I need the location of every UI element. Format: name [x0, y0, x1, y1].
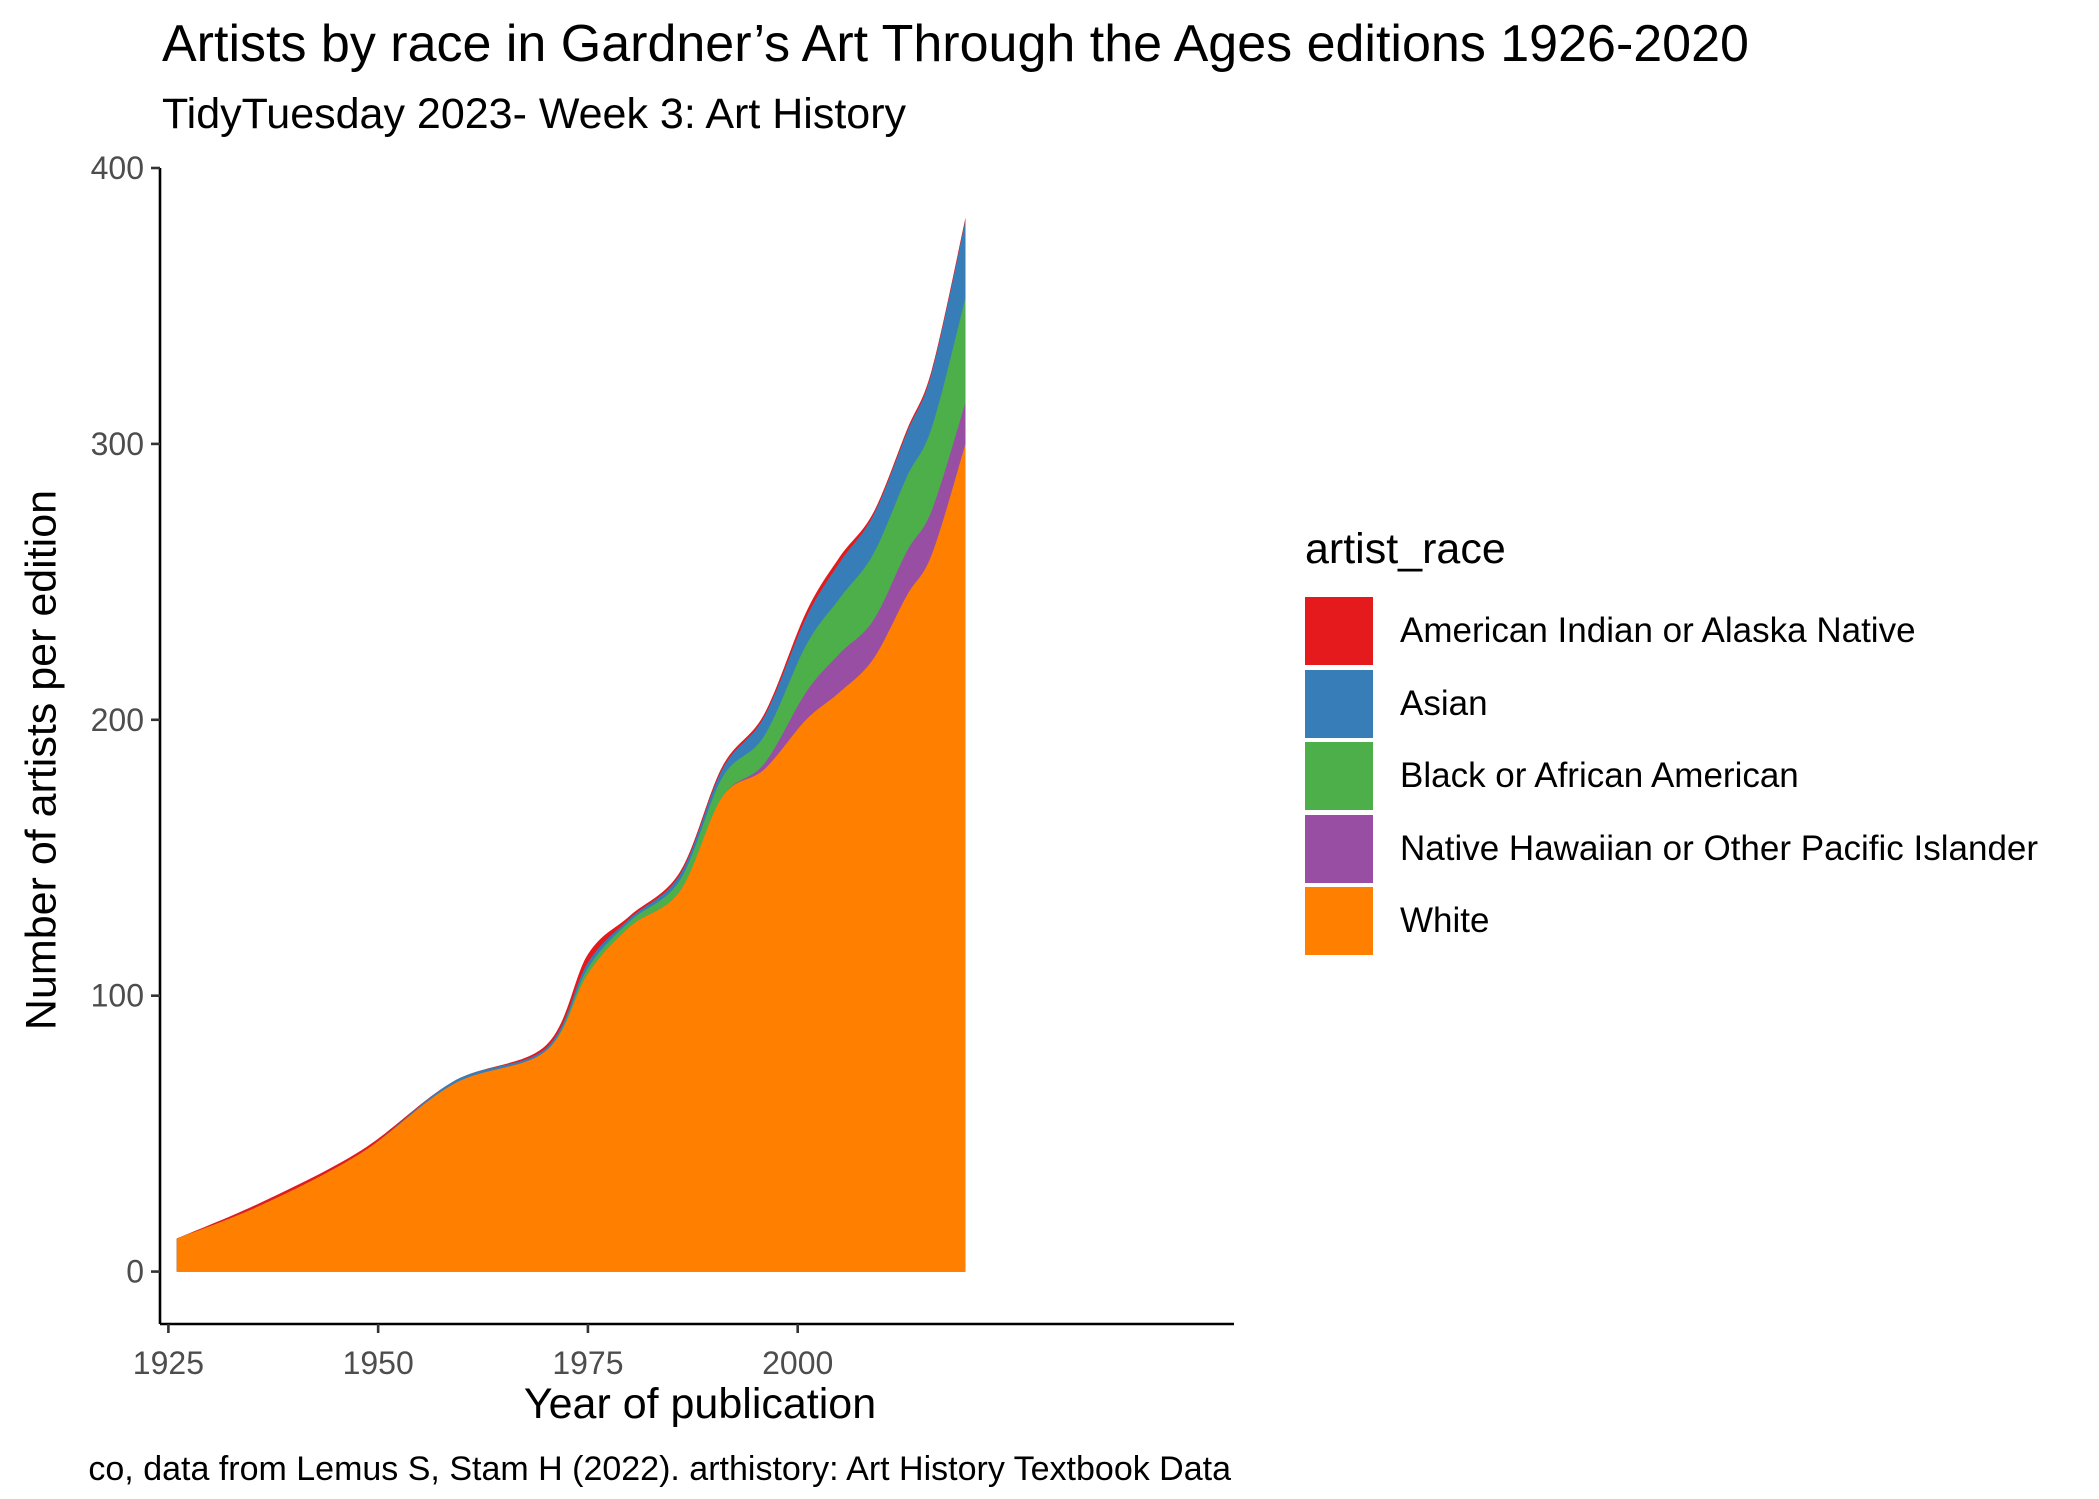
legend-label: White	[1400, 901, 1490, 940]
y-tick-label: 0	[126, 1254, 144, 1290]
legend-key	[1305, 669, 1373, 738]
area-layers	[176, 217, 966, 1272]
x-tick-label: 1975	[552, 1345, 623, 1381]
legend-key	[1305, 814, 1373, 883]
y-tick-label: 100	[91, 978, 144, 1014]
y-tick-label: 400	[91, 150, 144, 186]
y-tick-label: 300	[91, 426, 144, 462]
legend-key	[1305, 597, 1373, 665]
x-axis-label: Year of publication	[523, 1380, 877, 1428]
legend-label: Asian	[1400, 683, 1488, 723]
chart-caption: co, data from Lemus S, Stam H (2022). ar…	[88, 1450, 1231, 1488]
chart-title: Artists by race in Gardner’s Art Through…	[162, 15, 1749, 73]
legend-label: Native Hawaiian or Other Pacific Islande…	[1400, 828, 2039, 868]
chart-subtitle: TidyTuesday 2023- Week 3: Art History	[162, 90, 907, 138]
legend-title: artist_race	[1305, 525, 1506, 573]
y-axis-ticks: 0 100 200 300 400	[91, 150, 160, 1290]
y-tick-label: 200	[91, 702, 144, 738]
area-white	[176, 443, 966, 1272]
legend-key	[1305, 887, 1373, 955]
x-tick-label: 2000	[762, 1345, 833, 1381]
y-axis-label: Number of artists per edition	[17, 489, 66, 1031]
x-tick-label: 1950	[343, 1345, 414, 1381]
x-axis-ticks: 1925 1950 1975 2000	[133, 1324, 833, 1381]
legend-label: Black or African American	[1400, 756, 1799, 795]
legend-key	[1305, 742, 1373, 810]
x-tick-label: 1925	[133, 1345, 204, 1381]
legend-label: American Indian or Alaska Native	[1400, 611, 1916, 650]
